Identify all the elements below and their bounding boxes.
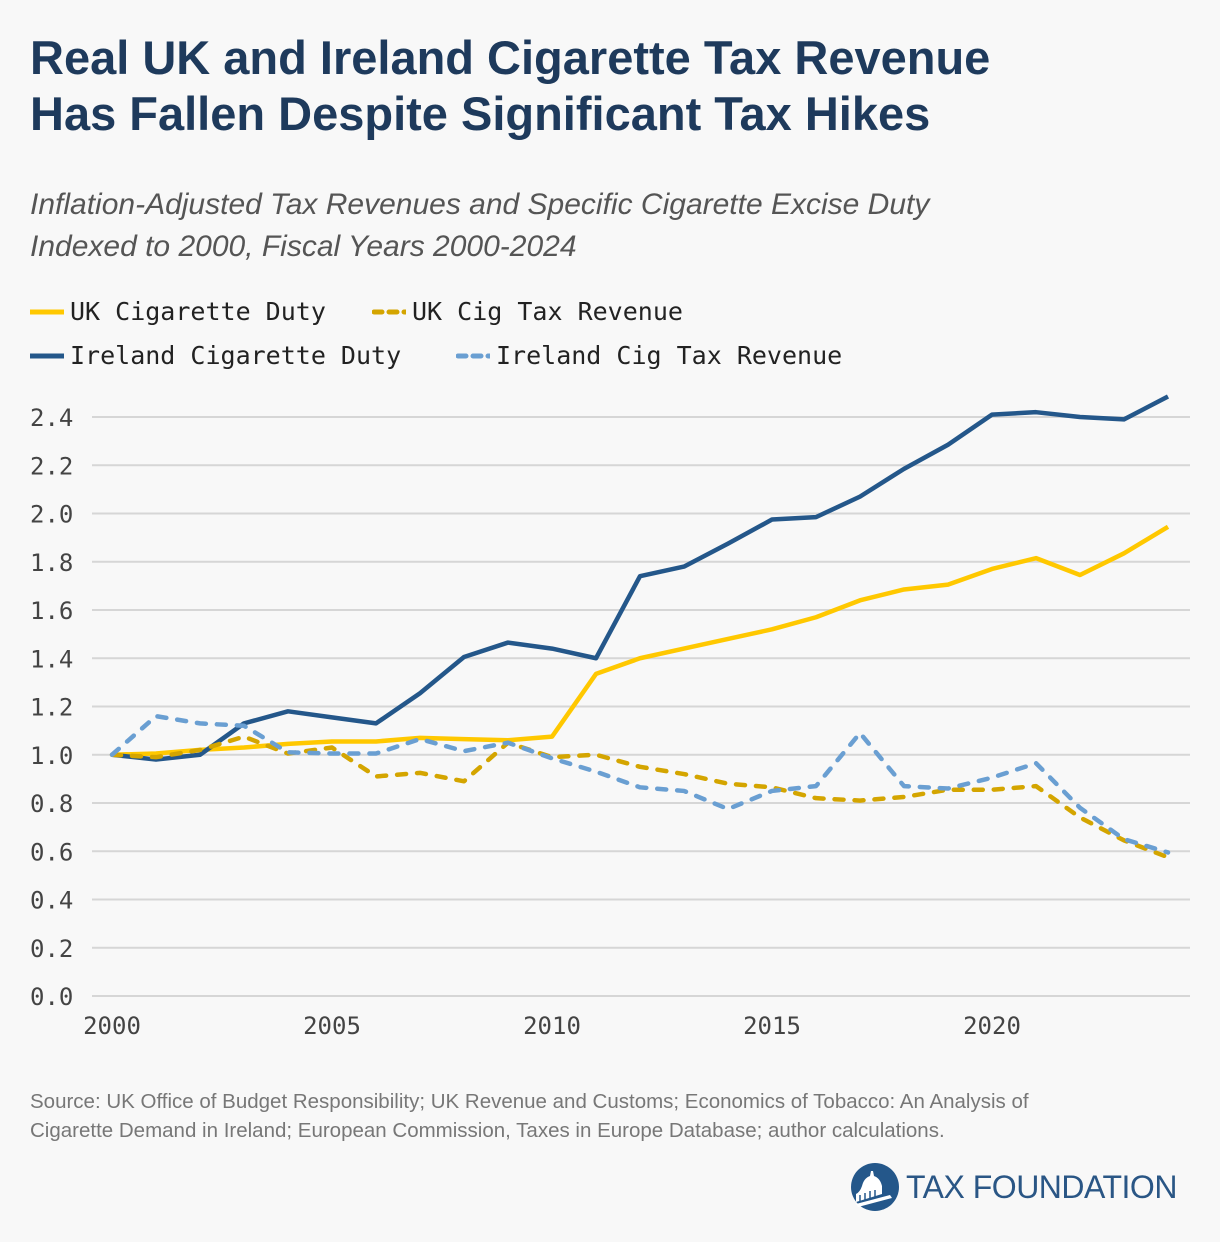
legend-ireland-revenue: Ireland Cig Tax Revenue bbox=[456, 341, 842, 370]
source-line-1: Source: UK Office of Budget Responsibili… bbox=[30, 1090, 1029, 1113]
subtitle-line-2: Indexed to 2000, Fiscal Years 2000-2024 bbox=[30, 230, 577, 263]
y-tick-label: 2.4 bbox=[30, 404, 73, 432]
x-tick-label: 2010 bbox=[523, 1012, 581, 1040]
y-tick-label: 1.0 bbox=[30, 742, 73, 770]
title-line-1: Real UK and Ireland Cigarette Tax Revenu… bbox=[30, 31, 991, 84]
x-tick-label: 2020 bbox=[963, 1012, 1021, 1040]
legend-uk-duty: UK Cigarette Duty bbox=[30, 297, 326, 326]
series-line-ireland-cig-tax-revenue bbox=[109, 713, 1171, 855]
y-tick-label: 0.4 bbox=[30, 887, 73, 915]
legend-label: UK Cig Tax Revenue bbox=[412, 297, 683, 326]
y-tick-label: 1.6 bbox=[30, 597, 73, 625]
y-tick-label: 1.4 bbox=[30, 645, 73, 673]
line-chart: 0.0 0.2 0.4 0.6 0.8 1.0 1.2 1.4 1.6 1.8 2.0 2.2 2.4 2… bbox=[30, 394, 1190, 1040]
capitol-dome-icon bbox=[851, 1163, 899, 1211]
legend-label: Ireland Cigarette Duty bbox=[70, 341, 402, 370]
x-tick-label: 2005 bbox=[303, 1012, 361, 1040]
y-tick-label: 1.2 bbox=[30, 694, 73, 722]
chart-subtitle: Inflation-Adjusted Tax Revenues and Spec… bbox=[30, 184, 1200, 268]
tax-foundation-logo: TAX FOUNDATION bbox=[850, 1162, 1177, 1212]
legend-label: UK Cigarette Duty bbox=[70, 297, 326, 326]
y-tick-label: 0.6 bbox=[30, 838, 73, 866]
y-tick-label: 0.2 bbox=[30, 935, 73, 963]
x-tick-label: 2015 bbox=[743, 1012, 801, 1040]
series-line-ireland-cigarette-duty bbox=[111, 394, 1170, 762]
legend-ireland-duty: Ireland Cigarette Duty bbox=[30, 341, 401, 370]
title-line-2: Has Fallen Despite Significant Tax Hikes bbox=[30, 87, 931, 140]
legend-label: Ireland Cig Tax Revenue bbox=[496, 341, 843, 370]
y-tick-label: 2.0 bbox=[30, 501, 73, 529]
legend-uk-revenue: UK Cig Tax Revenue bbox=[372, 297, 683, 326]
source-note: Source: UK Office of Budget Responsibili… bbox=[30, 1087, 1200, 1145]
chart-title: Real UK and Ireland Cigarette Tax Revenu… bbox=[30, 30, 1200, 142]
y-tick-label: 0.8 bbox=[30, 790, 73, 818]
y-tick-label: 0.0 bbox=[30, 983, 73, 1011]
subtitle-line-1: Inflation-Adjusted Tax Revenues and Spec… bbox=[30, 188, 930, 221]
y-tick-label: 2.2 bbox=[30, 452, 73, 480]
y-tick-label: 1.8 bbox=[30, 549, 73, 577]
logo-text: TAX FOUNDATION bbox=[906, 1168, 1177, 1205]
source-line-2: Cigarette Demand in Ireland; European Co… bbox=[30, 1119, 945, 1142]
x-tick-label: 2000 bbox=[83, 1012, 141, 1040]
